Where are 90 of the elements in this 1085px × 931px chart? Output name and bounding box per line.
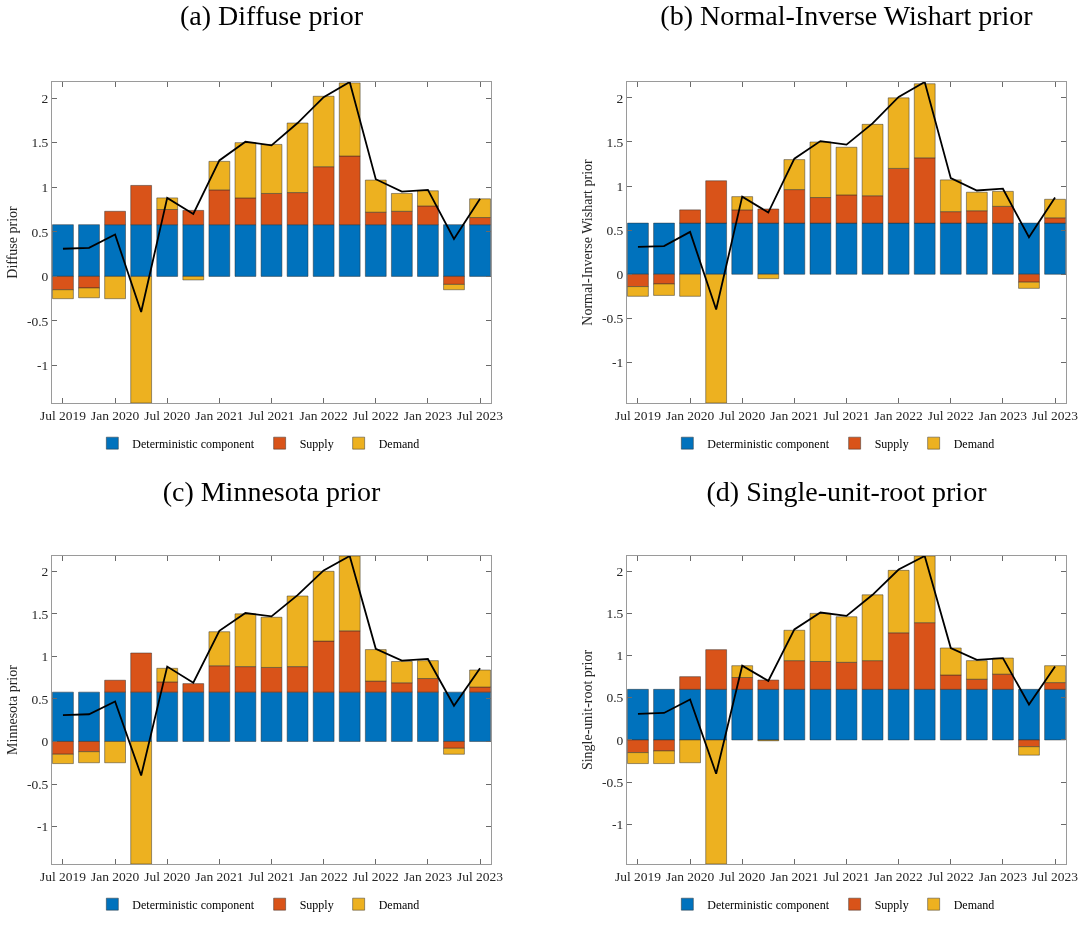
x-tick-label: Jul 2021 xyxy=(823,869,870,885)
line-series xyxy=(62,556,481,777)
y-tick-label: -0.5 xyxy=(601,311,624,327)
y-tick-label: 1 xyxy=(41,649,49,665)
y-tick-label: 2 xyxy=(41,564,49,580)
x-tick-label: Jan 2021 xyxy=(195,408,244,424)
x-tick-label: Jan 2022 xyxy=(299,869,348,885)
x-tick-label: Jan 2023 xyxy=(403,869,453,885)
y-tick-label: 0.5 xyxy=(31,224,49,240)
y-tick-label: 0.5 xyxy=(606,690,624,706)
legend-label: Deterministic component xyxy=(132,897,255,912)
y-tick-label: 1.5 xyxy=(606,134,624,150)
x-tick-label: Jan 2021 xyxy=(195,869,244,885)
x-tick-label: Jan 2023 xyxy=(978,408,1028,424)
y-tick-label: 1 xyxy=(616,648,624,664)
x-tick-label: Jul 2020 xyxy=(144,869,191,885)
y-tick-label: 0 xyxy=(616,266,624,282)
y-tick-label: 2 xyxy=(616,90,624,106)
x-tick-label: Jan 2023 xyxy=(403,408,453,424)
y-tick-label: 2 xyxy=(616,563,624,579)
x-tick-label: Jul 2019 xyxy=(614,408,662,424)
y-tick-label: -0.5 xyxy=(601,774,624,790)
x-tick-label: Jul 2023 xyxy=(456,869,504,885)
x-tick-label: Jan 2022 xyxy=(874,408,923,424)
y-tick-label: 0 xyxy=(616,732,624,748)
x-tick-label: Jul 2020 xyxy=(719,408,766,424)
x-tick-label: Jul 2020 xyxy=(144,408,191,424)
y-tick-label: -1 xyxy=(612,355,624,371)
y-tick-label: 1 xyxy=(41,179,49,195)
legend-label: Demand xyxy=(378,436,420,451)
y-tick-label: 0 xyxy=(41,734,49,750)
y-tick-label: -1 xyxy=(37,819,49,835)
x-tick-label: Jan 2020 xyxy=(665,869,715,885)
line-series xyxy=(637,82,1056,311)
x-tick-label: Jul 2023 xyxy=(456,408,504,424)
y-tick-label: 1.5 xyxy=(31,606,49,622)
x-tick-label: Jan 2020 xyxy=(90,869,140,885)
y-tick-label: 1 xyxy=(616,178,624,194)
x-tick-label: Jul 2020 xyxy=(719,869,766,885)
x-tick-label: Jan 2020 xyxy=(90,408,140,424)
y-axis-title: Single-unit-root prior xyxy=(579,649,595,771)
x-tick-label: Jul 2023 xyxy=(1031,869,1079,885)
x-tick-label: Jan 2021 xyxy=(770,869,819,885)
y-tick-label: 0.5 xyxy=(31,691,49,707)
x-tick-label: Jul 2019 xyxy=(39,869,87,885)
legend-label: Supply xyxy=(874,436,909,451)
x-tick-label: Jul 2022 xyxy=(352,869,399,885)
y-tick-label: -0.5 xyxy=(26,313,49,329)
bar xyxy=(469,691,491,742)
line-series xyxy=(637,556,1056,775)
legend-label: Supply xyxy=(299,436,334,451)
x-tick-label: Jul 2023 xyxy=(1031,408,1079,424)
bar xyxy=(1044,222,1066,275)
x-tick-label: Jan 2020 xyxy=(665,408,715,424)
y-axis-title: Minnesota prior xyxy=(4,664,20,755)
y-tick-label: 1.5 xyxy=(31,135,49,151)
y-tick-label: -0.5 xyxy=(26,776,49,792)
legend-label: Deterministic component xyxy=(132,436,255,451)
x-tick-label: Jul 2022 xyxy=(927,408,974,424)
x-tick-label: Jul 2021 xyxy=(823,408,870,424)
x-tick-label: Jul 2021 xyxy=(248,869,295,885)
x-tick-label: Jul 2021 xyxy=(248,408,295,424)
line-series xyxy=(62,82,481,313)
x-tick-label: Jul 2019 xyxy=(614,869,662,885)
x-tick-label: Jan 2023 xyxy=(978,869,1028,885)
y-tick-label: -1 xyxy=(37,358,49,374)
y-axis-title: Normal-Inverse Wishart prior xyxy=(579,159,595,326)
legend-label: Demand xyxy=(953,897,995,912)
y-tick-label: 0 xyxy=(41,269,49,285)
chart-title: (d) Single-unit-root prior xyxy=(706,475,988,507)
chart-title: (a) Diffuse prior xyxy=(180,0,364,31)
x-tick-label: Jan 2022 xyxy=(874,869,923,885)
chart-title: (c) Minnesota prior xyxy=(162,475,382,507)
x-tick-label: Jul 2019 xyxy=(39,408,87,424)
y-tick-label: 2 xyxy=(41,90,49,106)
legend-label: Deterministic component xyxy=(707,436,830,451)
legend-label: Deterministic component xyxy=(707,897,830,912)
y-tick-label: 0.5 xyxy=(606,222,624,238)
legend-label: Demand xyxy=(378,897,420,912)
x-tick-label: Jan 2021 xyxy=(770,408,819,424)
legend-label: Supply xyxy=(874,897,909,912)
chart-title: (b) Normal-Inverse Wishart prior xyxy=(660,0,1034,31)
x-tick-label: Jan 2022 xyxy=(299,408,348,424)
y-tick-label: -1 xyxy=(612,817,624,833)
y-axis-title: Diffuse prior xyxy=(4,205,20,279)
x-tick-label: Jul 2022 xyxy=(352,408,399,424)
y-tick-label: 1.5 xyxy=(606,606,624,622)
x-tick-label: Jul 2022 xyxy=(927,869,974,885)
legend-label: Demand xyxy=(953,436,995,451)
legend-label: Supply xyxy=(299,897,334,912)
